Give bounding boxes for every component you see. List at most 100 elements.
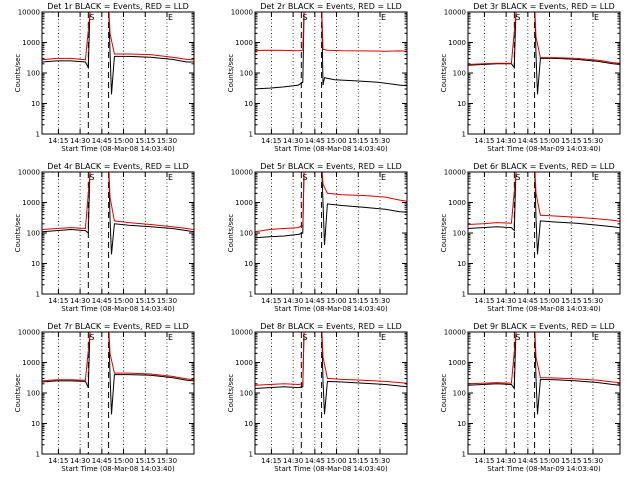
end-marker: E (381, 173, 386, 182)
end-marker: E (594, 13, 599, 22)
x-axis-label: Start Time (08-Mar-08 14:03:40) (274, 305, 388, 313)
y-tick-label: 1 (249, 131, 253, 139)
y-tick-label: 100 (453, 390, 466, 398)
x-tick-label: 14:45 (518, 137, 538, 145)
x-tick-label: 15:00 (113, 297, 133, 305)
series-black (468, 172, 620, 255)
start-marker: S (89, 13, 94, 22)
panel-title: Det 5r BLACK = Events, RED = LLD (260, 162, 402, 171)
x-tick-label: 15:15 (135, 297, 155, 305)
y-tick-label: 10000 (231, 329, 253, 337)
y-tick-label: 1000 (22, 199, 40, 207)
x-tick-label: 15:30 (370, 457, 390, 465)
x-tick-label: 14:30 (496, 297, 516, 305)
x-tick-label: 14:30 (496, 457, 516, 465)
y-tick-label: 1 (36, 451, 40, 459)
y-tick-label: 1000 (448, 199, 466, 207)
x-tick-label: 14:15 (474, 137, 494, 145)
plot-frame (254, 11, 408, 135)
x-tick-label: 14:30 (496, 137, 516, 145)
panel-title: Det 3r BLACK = Events, RED = LLD (473, 2, 615, 11)
y-axis-label: Counts/sec (440, 214, 448, 253)
y-tick-label: 10000 (444, 329, 466, 337)
y-tick-label: 10 (31, 420, 40, 428)
end-marker: E (168, 13, 173, 22)
y-tick-label: 100 (240, 230, 253, 238)
y-axis-label: Counts/sec (14, 54, 22, 93)
start-marker: S (302, 333, 307, 342)
y-tick-label: 1000 (235, 359, 253, 367)
x-tick-label: 14:15 (261, 457, 281, 465)
y-tick-label: 1 (36, 291, 40, 299)
x-tick-label: 15:15 (348, 457, 368, 465)
panel-title: Det 2r BLACK = Events, RED = LLD (260, 2, 402, 11)
y-axis-label: Counts/sec (440, 54, 448, 93)
x-tick-label: 15:15 (561, 457, 581, 465)
x-axis-label: Start Time (08-Mar-09 14:03:40) (487, 145, 601, 153)
end-marker: E (168, 173, 173, 182)
plot-frame (254, 171, 408, 295)
x-tick-label: 15:00 (539, 457, 559, 465)
y-tick-label: 10000 (18, 169, 40, 177)
plot-frame (41, 331, 195, 455)
y-tick-label: 100 (27, 230, 40, 238)
start-marker: S (302, 173, 307, 182)
series-red (468, 172, 620, 225)
x-tick-label: 14:30 (70, 137, 90, 145)
y-axis-label: Counts/sec (14, 214, 22, 253)
y-axis-label: Counts/sec (440, 374, 448, 413)
x-tick-label: 14:30 (70, 457, 90, 465)
x-tick-label: 15:00 (113, 137, 133, 145)
start-marker: S (515, 333, 520, 342)
x-tick-label: 14:45 (305, 297, 325, 305)
y-tick-label: 100 (240, 390, 253, 398)
start-marker: S (89, 173, 94, 182)
y-tick-label: 10 (244, 420, 253, 428)
x-axis-label: Start Time (08-Mar-08 14:03:40) (61, 305, 175, 313)
x-tick-label: 15:30 (583, 457, 603, 465)
x-tick-label: 14:30 (70, 297, 90, 305)
y-tick-label: 10000 (444, 169, 466, 177)
x-tick-label: 15:00 (539, 297, 559, 305)
y-tick-label: 10 (457, 100, 466, 108)
start-marker: S (515, 173, 520, 182)
plot-frame (467, 171, 621, 295)
x-tick-label: 14:15 (474, 457, 494, 465)
x-tick-label: 15:15 (561, 137, 581, 145)
series-black (255, 332, 407, 415)
panel-title: Det 8r BLACK = Events, RED = LLD (260, 322, 402, 331)
start-marker: S (302, 13, 307, 22)
x-tick-label: 14:45 (518, 457, 538, 465)
y-tick-label: 100 (240, 70, 253, 78)
x-tick-label: 14:15 (48, 137, 68, 145)
y-tick-label: 100 (27, 390, 40, 398)
series-red (255, 332, 407, 386)
y-tick-label: 100 (453, 70, 466, 78)
y-tick-label: 10 (244, 260, 253, 268)
x-tick-label: 15:30 (157, 137, 177, 145)
x-axis-label: Start Time (08-Mar-09 14:03:40) (487, 465, 601, 473)
y-tick-label: 1000 (235, 39, 253, 47)
panel-title: Det 9r BLACK = Events, RED = LLD (473, 322, 615, 331)
series-black (255, 12, 407, 90)
x-axis-label: Start Time (08-Mar-08 14:03:40) (61, 145, 175, 153)
y-tick-label: 10000 (231, 9, 253, 17)
y-tick-label: 1 (462, 131, 466, 139)
x-tick-label: 14:45 (518, 297, 538, 305)
y-tick-label: 10 (31, 260, 40, 268)
x-tick-label: 15:30 (157, 457, 177, 465)
x-tick-label: 15:00 (113, 457, 133, 465)
panel-title: Det 6r BLACK = Events, RED = LLD (473, 162, 615, 171)
end-marker: E (381, 333, 386, 342)
x-tick-label: 15:15 (135, 137, 155, 145)
x-tick-label: 15:30 (370, 137, 390, 145)
y-tick-label: 10 (457, 260, 466, 268)
x-tick-label: 14:45 (92, 137, 112, 145)
x-tick-label: 15:15 (348, 137, 368, 145)
series-red (468, 332, 620, 385)
y-tick-label: 10 (31, 100, 40, 108)
panel-3: Det 3r BLACK = Events, RED = LLD 1 10 100 10… (440, 2, 621, 153)
y-tick-label: 1000 (448, 39, 466, 47)
x-tick-label: 15:00 (539, 137, 559, 145)
